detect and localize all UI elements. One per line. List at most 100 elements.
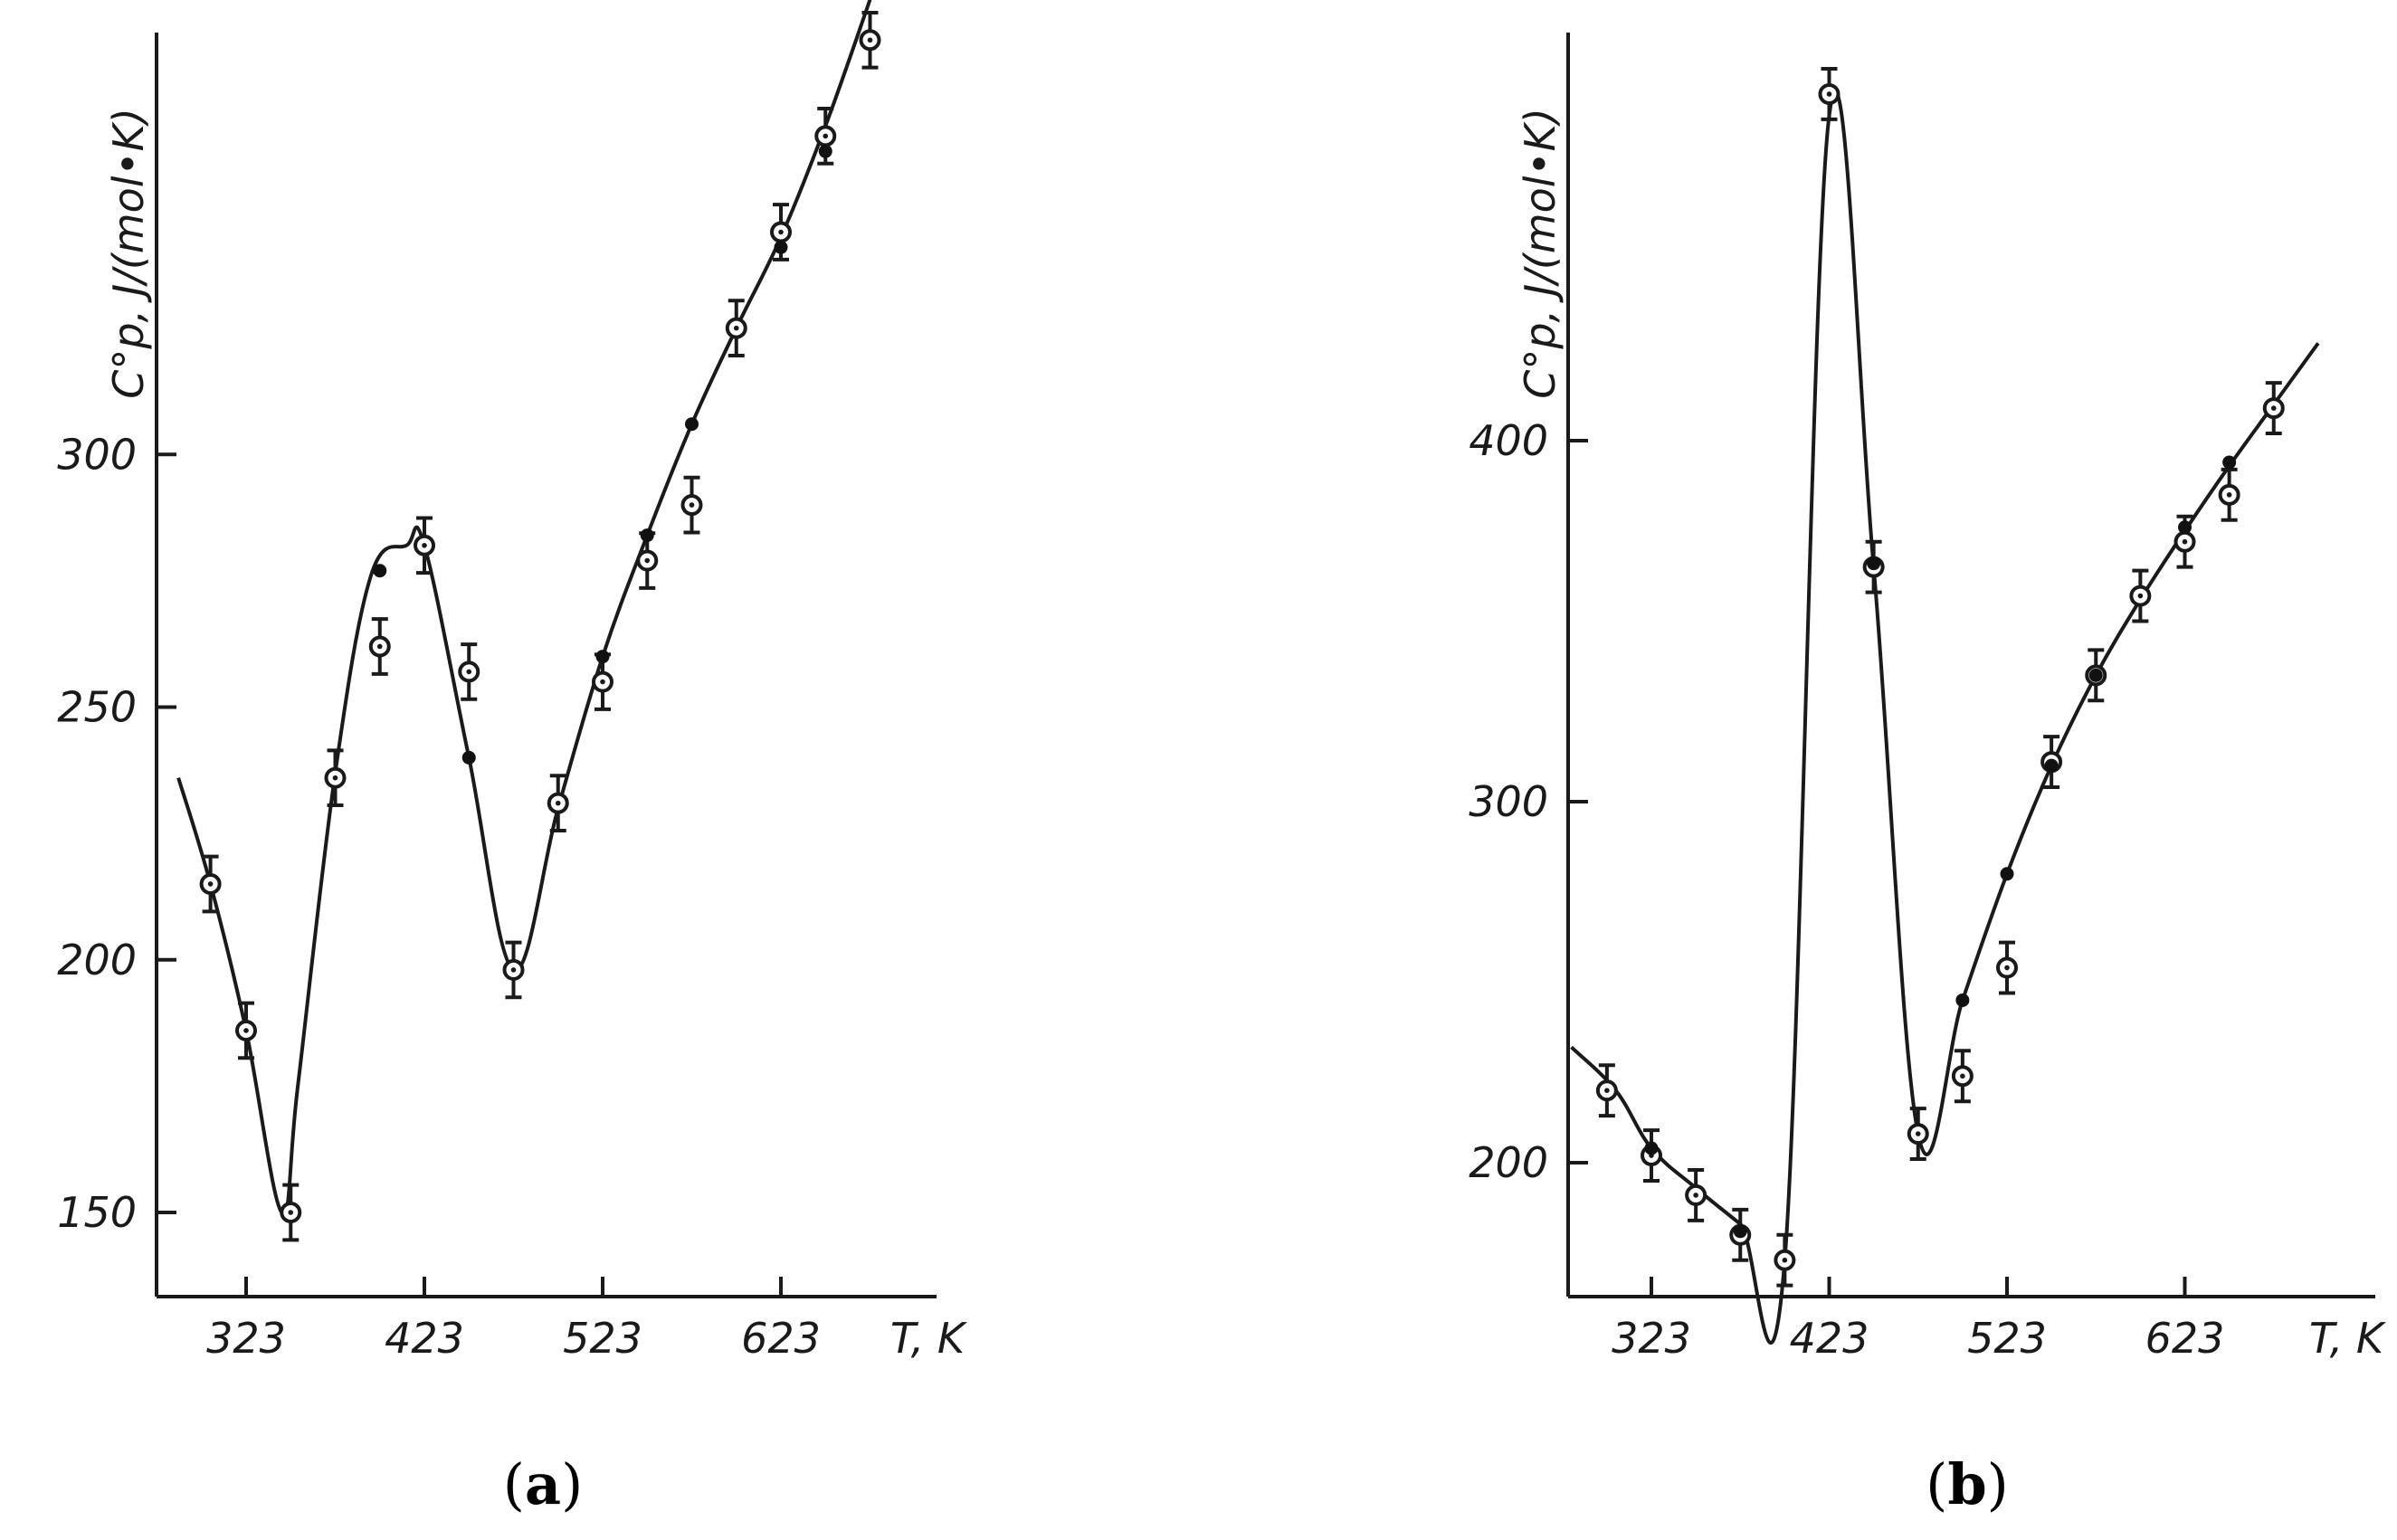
- panel-a-open-point: [547, 774, 569, 832]
- panel-a-x-tick-label-623: 623: [741, 1314, 821, 1363]
- panel-a-open-circle-center: [733, 325, 739, 331]
- panel-a-open-circle-center: [644, 557, 651, 564]
- panel-a-open-circle-center: [376, 643, 383, 650]
- panel-b-x-axis-title: T, K: [2309, 1314, 2387, 1363]
- panel-b-open-point: [1907, 1107, 1929, 1162]
- panel-a-filled-point: [774, 240, 788, 254]
- panel-a-open-point: [502, 940, 525, 1000]
- panel-b-filled-point: [1955, 993, 1970, 1007]
- panel-b-open-point: [2218, 467, 2240, 522]
- panel-a-open-circle-center: [867, 37, 873, 43]
- panel-b-x-tick-label-623: 623: [2145, 1314, 2225, 1363]
- panel-b-open-circle-center: [1604, 1088, 1610, 1093]
- panel-a-open-circle-center: [422, 542, 427, 548]
- panel-b-open-circle-center: [1960, 1073, 1965, 1079]
- panel-b-marker-layer: [1595, 67, 2285, 1288]
- panel-a-label: (a): [503, 1451, 584, 1517]
- panel-a-x-tick-label-523: 523: [563, 1314, 642, 1363]
- panel-a-filled-point: [818, 144, 832, 158]
- panel-b-open-circle-center: [2137, 593, 2144, 599]
- panel-b-chart: 323 423 523 623 200 300 400 T, K C°p, J/(mol•K): [1469, 33, 2387, 1363]
- panel-a-x-tick-label-323: 323: [206, 1314, 286, 1363]
- panel-b-filled-point: [1644, 1141, 1659, 1155]
- panel-a-open-circle-center: [207, 881, 214, 887]
- panel-b-open-circle-center: [2182, 538, 2188, 545]
- panel-a-x-axis-title: T, K: [890, 1314, 968, 1363]
- panel-a-filled-point: [461, 750, 476, 765]
- panel-b-open-point: [2129, 568, 2152, 623]
- panel-b-label: (b): [1926, 1451, 2009, 1517]
- panel-b-x-tick-label-523: 523: [1967, 1314, 2047, 1363]
- panel-b-filled-point: [1867, 556, 1881, 571]
- panel-b-open-circle-center: [2004, 965, 2010, 971]
- panel-b-label-letter: b: [1947, 1451, 1986, 1517]
- panel-a-filled-point: [373, 564, 387, 578]
- panel-a-open-point: [199, 854, 222, 914]
- panel-b-y-tick-label-300: 300: [1469, 777, 1548, 826]
- panel-a-y-axis-title: C°p, J/(mol•K): [104, 108, 153, 399]
- panel-b-axes: [1566, 33, 2375, 1298]
- panel-b-open-circle-center: [1782, 1257, 1788, 1263]
- panel-a-open-point: [859, 10, 881, 70]
- panel-b-text-layer: 323 423 523 623 200 300 400 T, K C°p, J/(mol•K): [1469, 108, 2387, 1363]
- panel-a-label-letter: a: [525, 1451, 561, 1517]
- panel-a-y-tick-label-200: 200: [57, 936, 137, 984]
- panel-a-text-layer: 323 423 523 623 150 200 250 300 T, K C°p, J/(mol•…: [57, 108, 968, 1363]
- panel-a-open-point: [680, 475, 703, 535]
- panel-b-open-point: [1996, 940, 2018, 995]
- panel-b-open-circle-center: [2270, 405, 2277, 411]
- panel-b-filled-point: [2088, 668, 2103, 682]
- panel-a-chart: 323 423 523 623 150 200 250 300 T, K C°p, J/(mol•…: [57, 0, 968, 1363]
- panel-a-open-circle-center: [600, 679, 605, 685]
- panel-a-open-point: [414, 516, 435, 575]
- panel-b-y-axis-title: C°p, J/(mol•K): [1516, 108, 1565, 399]
- panel-a-filled-point: [595, 650, 610, 664]
- panel-a-fit-curve: [176, 0, 872, 1216]
- panel-b-open-point: [1685, 1167, 1707, 1222]
- panel-b-open-point: [2262, 381, 2285, 436]
- panel-b-filled-point: [2178, 520, 2192, 535]
- panel-b-x-tick-label-323: 323: [1612, 1314, 1691, 1363]
- panel-b-filled-point: [2000, 867, 2014, 881]
- panel-b-open-point: [1818, 67, 1841, 121]
- panel-a-open-circle-center: [689, 502, 695, 508]
- panel-b-open-point: [1774, 1232, 1796, 1288]
- panel-a-x-tick-label-423: 423: [385, 1314, 464, 1363]
- panel-b-open-point: [1951, 1049, 1974, 1104]
- panel-b-y-tick-label-200: 200: [1469, 1138, 1548, 1187]
- panel-b-x-tick-label-423: 423: [1790, 1314, 1869, 1363]
- panel-a-open-circle-center: [555, 800, 561, 806]
- panel-b-open-circle-center: [2226, 492, 2232, 498]
- panel-a-open-point: [368, 617, 391, 676]
- panel-a-open-point: [592, 652, 614, 711]
- panel-a-open-circle-center: [466, 669, 472, 675]
- panel-a-open-point: [458, 642, 480, 701]
- panel-a-open-circle-center: [510, 967, 517, 973]
- panel-a-open-circle-center: [778, 229, 784, 235]
- panel-b-open-point: [1595, 1063, 1618, 1118]
- panel-a-open-circle-center: [823, 133, 829, 139]
- panel-a-curve-layer: [176, 0, 872, 1216]
- panel-b-filled-point: [1733, 1224, 1747, 1239]
- panel-a-y-tick-label-150: 150: [57, 1188, 137, 1237]
- panel-b-filled-point: [2222, 455, 2237, 470]
- panel-a-open-point: [324, 748, 347, 808]
- panel-a-open-point: [280, 1183, 302, 1242]
- panel-a-y-tick-label-250: 250: [57, 683, 137, 732]
- panel-b-open-circle-center: [1915, 1131, 1921, 1136]
- panel-b-filled-point: [2044, 758, 2059, 773]
- panel-b-fit-curve: [1570, 90, 2320, 1345]
- panel-a-open-circle-center: [288, 1210, 294, 1215]
- panel-a-open-circle-center: [332, 775, 338, 781]
- panel-a-open-circle-center: [243, 1028, 249, 1033]
- panel-a-marker-layer: [199, 10, 881, 1242]
- panel-a-open-point: [770, 203, 792, 261]
- panel-a-filled-point: [685, 417, 699, 432]
- panel-a-filled-point: [640, 528, 654, 543]
- panel-a-open-point: [235, 1001, 257, 1060]
- panel-b-open-circle-center: [1693, 1193, 1698, 1198]
- panel-b-y-tick-label-400: 400: [1469, 416, 1548, 465]
- panel-a-y-tick-label-300: 300: [57, 430, 137, 479]
- panel-a-open-point: [725, 299, 747, 357]
